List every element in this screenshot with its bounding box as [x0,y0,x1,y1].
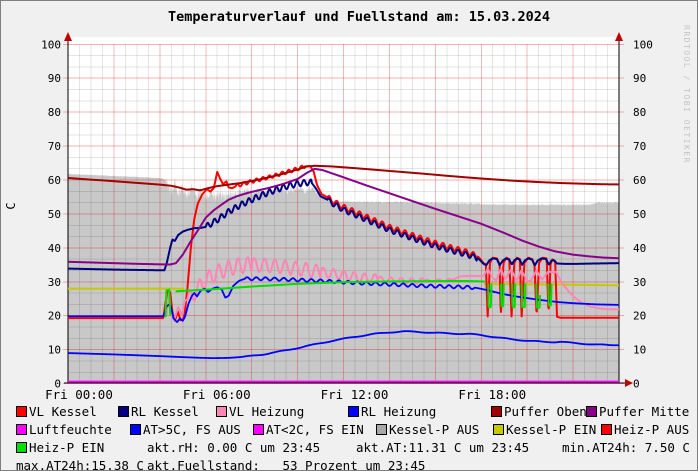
y-tick-right: 20 [633,310,646,323]
x-tick-label: Fri 12:00 [321,387,389,402]
series-rl-heizung [68,276,619,323]
x-tick-label: Fri 06:00 [183,387,251,402]
series-puffer-oben-line [68,164,619,192]
y-tick-left: 70 [48,140,61,153]
y-tick-right: 10 [633,344,646,357]
y-tick-right: 100 [633,38,653,51]
series-rl-kessel [68,178,619,272]
y-tick-left: 90 [48,72,61,85]
axes [64,32,633,387]
y-tick-left: 0 [54,378,61,391]
chart-title: Temperaturverlauf und Fuellstand am: 15.… [167,9,550,25]
series-at-aussentemperatur-line [68,330,619,360]
series-heiz-p-ein-line [164,288,172,318]
y-tick-right: 40 [633,242,646,255]
y-tick-right: 70 [633,140,646,153]
y-tick-right: 0 [633,378,640,391]
rrdtool-watermark: RRDTOOL / TOBI OETIKER [682,25,691,164]
series-vl-heizung [165,256,619,321]
x-tick-label: Fri 18:00 [458,387,526,402]
x-tick-label: Fri 00:00 [45,387,113,402]
series-at-aussentemperatur [68,330,619,360]
y-tick-left: 50 [48,208,61,221]
y-tick-left: 20 [48,310,61,323]
y-tick-left: 40 [48,242,61,255]
series-heiz-p-ein-line [547,283,553,307]
series-heiz-p-ein-line [511,283,517,309]
series-rl-kessel-line [68,178,619,272]
y-axis-unit: C [4,202,18,209]
series-heiz-p-ein-line [175,279,485,293]
series-rl-heizung-line [68,276,619,323]
series-heiz-p-ein-line [499,283,505,308]
grid [63,43,624,385]
y-tick-left: 10 [48,344,61,357]
y-tick-left: 60 [48,174,61,187]
y-tick-right: 90 [633,72,646,85]
y-tick-right: 60 [633,174,646,187]
axis-labels: 0 0 10 10 20 20 30 30 40 40 50 50 60 60 70 70 80 80 90 90 10… [4,38,653,402]
y-tick-left: 80 [48,106,61,119]
series-heiz-p-ein [164,279,553,318]
series-vl-heizung-line [165,256,619,321]
series-heiz-p-ein-line [520,283,527,308]
series-heiz-p-ein-line [487,283,493,309]
y-tick-right: 80 [633,106,646,119]
series-puffer-oben [68,164,619,192]
series-puffer-mitte-line [68,167,619,266]
y-tick-left: 30 [48,276,61,289]
series-puffer-mitte [68,167,619,266]
series-heiz-p-ein-line [535,283,542,309]
y-tick-left: 100 [41,38,61,51]
y-tick-right: 50 [633,208,646,221]
y-tick-right: 30 [633,276,646,289]
